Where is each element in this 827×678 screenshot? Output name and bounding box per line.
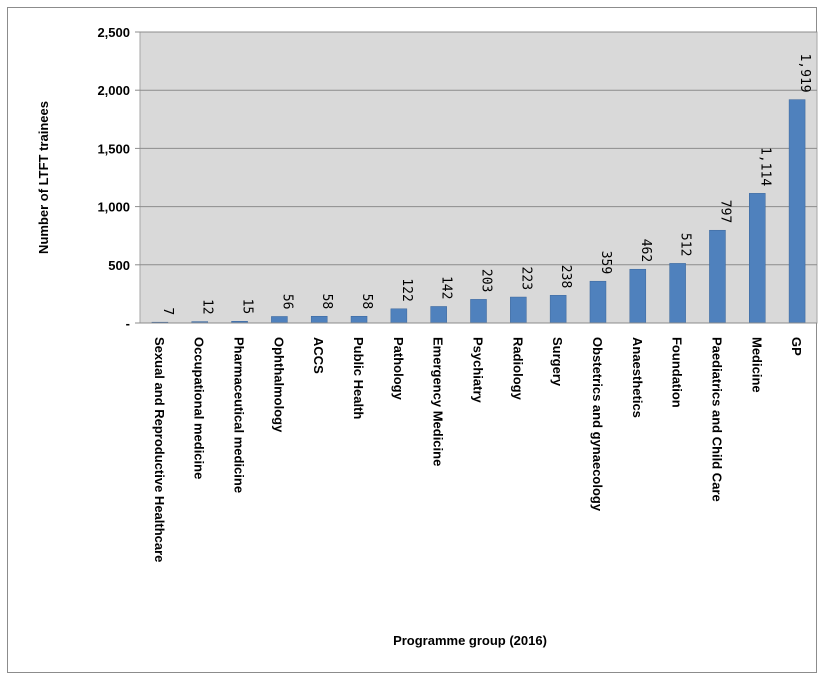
data-label: 1,114 — [757, 147, 772, 186]
y-tick-label: 2,500 — [97, 25, 130, 40]
data-label: 1,919 — [797, 53, 812, 92]
category-label: Paediatrics and Child Care — [709, 337, 724, 502]
category-label: Psychiatry — [471, 337, 486, 404]
category-label: Ophthalmology — [271, 337, 286, 433]
data-label: 56 — [279, 294, 294, 310]
bar — [390, 308, 408, 324]
x-axis-title: Programme group (2016) — [393, 633, 547, 648]
category-label: Emergency Medicine — [431, 337, 446, 466]
bar — [549, 295, 567, 324]
data-labels: 7 12 15 56 58 58 122 142 203 223 238 359 462 512 797 1,… — [160, 53, 812, 315]
bar — [350, 315, 368, 324]
y-tick-label: 1,000 — [97, 200, 130, 215]
data-label: 462 — [638, 239, 653, 262]
bar — [310, 315, 328, 324]
y-axis-ticks: - 500 1,000 1,500 2,000 2,500 — [97, 25, 140, 331]
bar — [669, 263, 686, 324]
category-label: Public Health — [351, 337, 366, 419]
data-label: 58 — [319, 294, 334, 310]
bar — [430, 306, 447, 324]
category-label: Surgery — [550, 337, 565, 387]
data-label: 203 — [479, 269, 494, 292]
data-label: 238 — [558, 265, 573, 288]
category-label: Occupational medicine — [192, 337, 207, 479]
bar — [749, 193, 766, 324]
data-label: 797 — [717, 200, 732, 223]
data-label: 512 — [678, 233, 693, 256]
category-label: ACCS — [311, 337, 326, 374]
y-tick-label: - — [126, 316, 130, 331]
plot-area — [139, 31, 818, 324]
data-label: 12 — [200, 299, 215, 315]
bar — [589, 280, 607, 324]
data-label: 58 — [359, 294, 374, 310]
category-label: Anaesthetics — [630, 337, 645, 418]
category-label: Foundation — [670, 337, 685, 408]
bar — [709, 229, 726, 324]
category-label: Medicine — [749, 337, 764, 393]
category-label: GP — [789, 337, 804, 356]
y-tick-label: 1,500 — [97, 141, 130, 156]
bar — [510, 296, 527, 324]
category-label: Sexual and Reproductive Healthcare — [152, 337, 167, 562]
category-label: Radiology — [510, 337, 525, 401]
data-label: 122 — [399, 278, 414, 301]
data-label: 7 — [160, 307, 175, 315]
data-label: 15 — [240, 299, 255, 315]
category-label: Pathology — [391, 337, 406, 401]
data-label: 142 — [439, 276, 454, 299]
bar — [629, 268, 647, 324]
category-label: Pharmaceutical medicine — [232, 337, 247, 493]
gridlines — [140, 31, 817, 266]
y-tick-label: 500 — [108, 258, 130, 273]
data-label: 223 — [518, 267, 533, 290]
bar — [788, 99, 806, 324]
data-label: 359 — [598, 251, 613, 274]
bar — [271, 316, 288, 324]
category-label: Obstetrics and gynaecology — [590, 337, 605, 512]
bar — [470, 299, 487, 324]
category-labels: Sexual and Reproductive Healthcare Occupa… — [152, 337, 804, 562]
y-tick-label: 2,000 — [97, 83, 130, 98]
y-axis-title: Number of LTFT trainees — [36, 101, 51, 254]
